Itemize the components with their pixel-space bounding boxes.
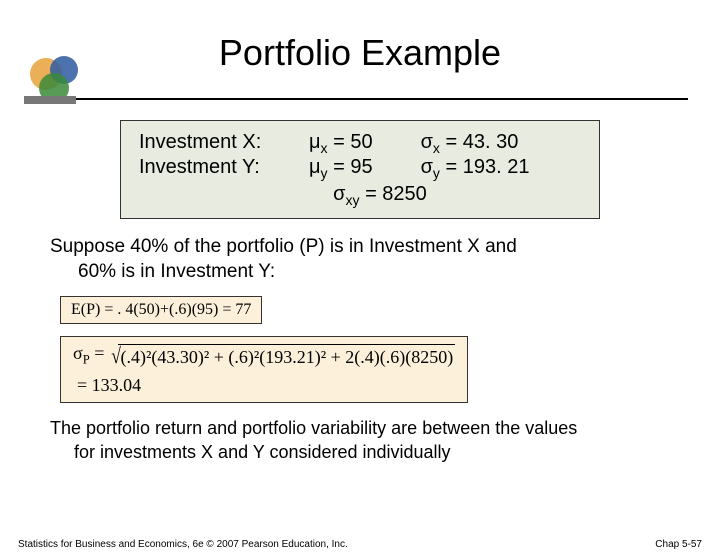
slide-header: Portfolio Example (32, 20, 688, 100)
investment-info-box: Investment X: μx = 50 σx = 43. 30 Invest… (120, 120, 600, 219)
slide-title: Portfolio Example (32, 20, 688, 74)
logo-circles-icon (24, 52, 94, 107)
investment-y-row: Investment Y: μy = 95 σy = 193. 21 (139, 156, 581, 181)
mu-x: μx = 50 (309, 131, 373, 156)
expected-value-formula: E(P) = . 4(50)+(.6)(95) = 77 (60, 296, 262, 324)
footer-page-number: Chap 5-57 (655, 539, 702, 550)
conclusion-line-2: for investments X and Y considered indiv… (74, 441, 680, 464)
conclusion-text: The portfolio return and portfolio varia… (50, 417, 680, 464)
covariance-xy: σxy = 8250 (179, 183, 581, 208)
footer-copyright: Statistics for Business and Economics, 6… (18, 539, 348, 550)
sigma-x: σx = 43. 30 (421, 131, 519, 156)
portfolio-description: Suppose 40% of the portfolio (P) is in I… (50, 235, 688, 284)
conclusion-line-1: The portfolio return and portfolio varia… (50, 417, 680, 440)
body-line-1: Suppose 40% of the portfolio (P) is in I… (50, 235, 688, 260)
sqrt-expression: √(.4)²(43.30)² + (.6)²(193.21)² + 2(.4)(… (110, 343, 455, 369)
sigma-p-formula: σP = √(.4)²(43.30)² + (.6)²(193.21)² + 2… (60, 336, 468, 403)
sqrt-icon: √ (112, 343, 122, 369)
investment-x-row: Investment X: μx = 50 σx = 43. 30 (139, 131, 581, 156)
sigma-y: σy = 193. 21 (421, 156, 530, 181)
inv-y-label: Investment Y: (139, 156, 309, 181)
sigma-p-result: = 133.04 (77, 375, 455, 396)
slide-footer: Statistics for Business and Economics, 6… (18, 539, 702, 550)
body-line-2: 60% is in Investment Y: (78, 260, 688, 285)
sigma-p-lhs: σP = (73, 343, 104, 368)
mu-y: μy = 95 (309, 156, 373, 181)
inv-x-label: Investment X: (139, 131, 309, 156)
